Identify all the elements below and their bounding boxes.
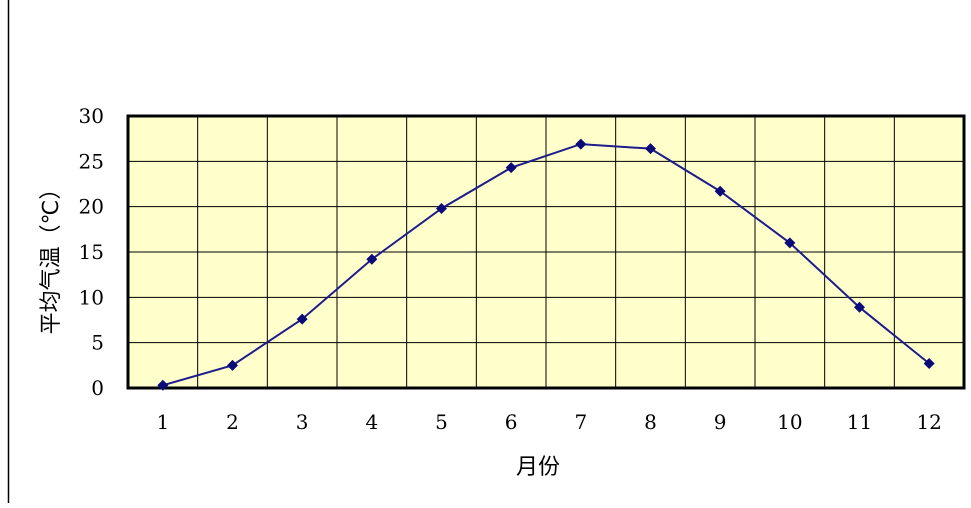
- x-tick-label: 2: [226, 410, 239, 434]
- x-tick-label: 6: [505, 410, 518, 434]
- data-point-marker: [436, 202, 447, 214]
- data-point-marker: [714, 185, 726, 197]
- x-tick-label: 5: [435, 410, 448, 434]
- x-tick-label: 9: [714, 410, 727, 434]
- y-axis-title: 平均气温（℃）: [39, 178, 64, 335]
- data-point-marker: [575, 138, 587, 150]
- data-point-marker: [296, 313, 308, 325]
- y-tick-label: 0: [91, 376, 104, 400]
- x-tick-label: 8: [644, 410, 657, 434]
- x-tick-label: 10: [777, 410, 802, 434]
- data-point-marker: [227, 359, 238, 371]
- x-tick-label: 1: [156, 410, 169, 434]
- data-point-marker: [505, 162, 517, 174]
- y-tick-label: 20: [79, 195, 104, 219]
- plot-frame: [126, 114, 966, 390]
- data-point-marker: [784, 237, 796, 249]
- x-tick-label: 3: [296, 410, 309, 434]
- data-point-marker: [366, 253, 378, 265]
- x-tick-labels: 1 2 3 4 5 6 7 8 9 10 11 12: [156, 410, 941, 434]
- data-point-marker: [854, 301, 865, 313]
- y-tick-labels: 0 5 10 15 20 25 30: [79, 104, 104, 400]
- data-point-marker: [645, 143, 656, 155]
- y-tick-label: 25: [79, 149, 104, 173]
- data-point-marker: [157, 379, 169, 391]
- x-axis-title: 月份: [516, 455, 560, 480]
- y-tick-label: 30: [79, 104, 104, 128]
- y-tick-label: 10: [79, 285, 104, 309]
- data-point-marker: [923, 358, 935, 370]
- series-line: [162, 143, 930, 387]
- y-tick-label: 5: [91, 331, 104, 355]
- y-tick-label: 15: [79, 240, 104, 264]
- data-markers: [157, 138, 935, 391]
- x-tick-label: 11: [847, 410, 872, 434]
- x-tick-label: 12: [916, 410, 941, 434]
- gridlines: [128, 116, 964, 388]
- x-tick-label: 4: [365, 410, 378, 434]
- x-tick-label: 7: [574, 410, 587, 434]
